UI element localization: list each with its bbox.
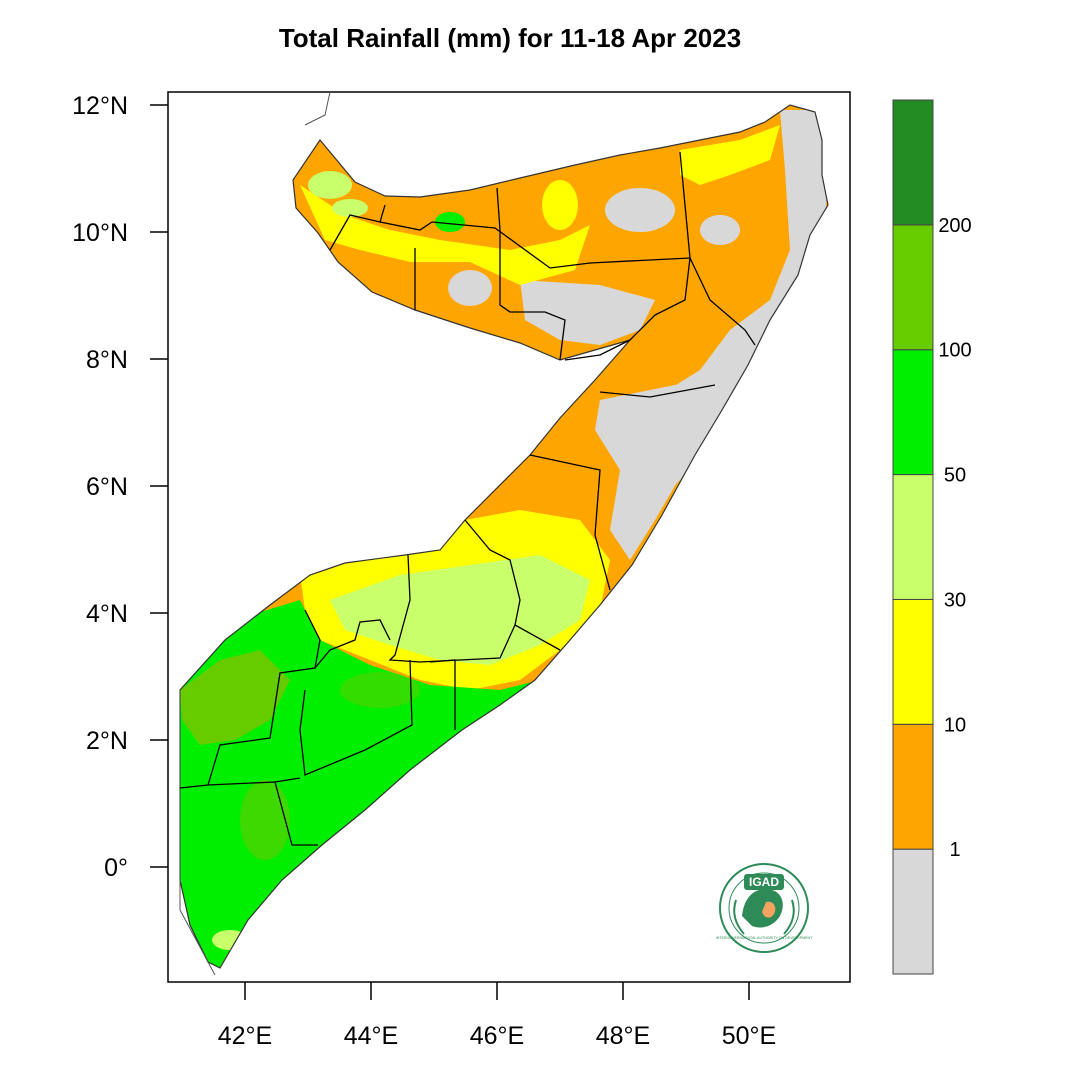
lat-tick-label-8: 8°N <box>86 346 128 374</box>
colorbar-swatch-6 <box>892 99 934 226</box>
lat-tick-label-2: 2°N <box>86 727 128 755</box>
lon-axis: 42°E 44°E 46°E 48°E 50°E <box>218 982 776 1050</box>
lon-tick-label-42: 42°E <box>218 1022 272 1050</box>
colorbar-swatch-0 <box>892 848 934 975</box>
lightgreen-patch-nw <box>308 171 352 199</box>
colorbar-swatch-2 <box>892 598 934 725</box>
colorbar-label-0: 1 <box>949 839 960 861</box>
dry-zone-central-north <box>520 280 655 345</box>
colorbar-label-1: 10 <box>944 714 966 736</box>
lightgreen-patch-s2 <box>340 672 420 708</box>
djibouti-border <box>304 91 331 126</box>
country-outline <box>179 104 829 969</box>
dry-zone-east-coast <box>595 380 720 560</box>
colorbar-label-5: 200 <box>938 215 971 237</box>
dry-patch-2 <box>605 188 675 232</box>
lightgreen-zone-central <box>330 555 590 665</box>
igad-logo-ring-text: INTERGOVERNMENTAL AUTHORITY ON DEVELOPME… <box>716 936 813 940</box>
colorbar-label-4: 100 <box>938 340 971 362</box>
region-boundaries <box>179 151 756 846</box>
igad-logo-icon: IGAD INTERGOVERNMENTAL AUTHORITY ON DEVE… <box>716 863 813 953</box>
neighbour-borders <box>179 91 331 976</box>
lightgreen-patch-south <box>240 780 290 860</box>
lat-tick-label-10: 10°N <box>72 219 128 247</box>
lat-axis: 12°N 10°N 8°N 6°N 4°N 2°N 0° <box>72 92 168 882</box>
colorbar-swatch-3 <box>892 474 934 600</box>
yellow-patch-north <box>542 180 578 230</box>
kenya-border <box>179 690 216 976</box>
lon-tick-label-50: 50°E <box>722 1022 776 1050</box>
green-patch-north <box>435 212 465 232</box>
lat-tick-label-12: 12°N <box>72 92 128 120</box>
colorbar-swatch-4 <box>892 349 934 476</box>
yellow-band-northwest <box>300 185 590 285</box>
dry-patch-3 <box>700 215 740 245</box>
yellow-band-north <box>680 125 780 185</box>
colorbar-swatch-5 <box>892 224 934 351</box>
igad-logo-badge <box>744 874 784 890</box>
darkgreen-patch-southwest <box>180 650 290 745</box>
lat-tick-label-0: 0° <box>104 854 128 882</box>
colorbar-label-3: 50 <box>944 465 966 487</box>
igad-logo-text: IGAD <box>749 875 779 889</box>
lightgreen-patch-n2 <box>332 199 368 217</box>
dry-patch-1 <box>448 270 492 306</box>
colorbar: 1 10 30 50 100 200 <box>892 99 972 975</box>
lon-tick-label-46: 46°E <box>470 1022 524 1050</box>
colorbar-swatch-1 <box>892 723 934 850</box>
lon-tick-label-44: 44°E <box>344 1022 398 1050</box>
lat-tick-label-6: 6°N <box>86 473 128 501</box>
lat-tick-label-4: 4°N <box>86 600 128 628</box>
map-title: Total Rainfall (mm) for 11-18 Apr 2023 <box>279 23 741 53</box>
lon-tick-label-48: 48°E <box>596 1022 650 1050</box>
colorbar-label-2: 30 <box>944 589 966 611</box>
